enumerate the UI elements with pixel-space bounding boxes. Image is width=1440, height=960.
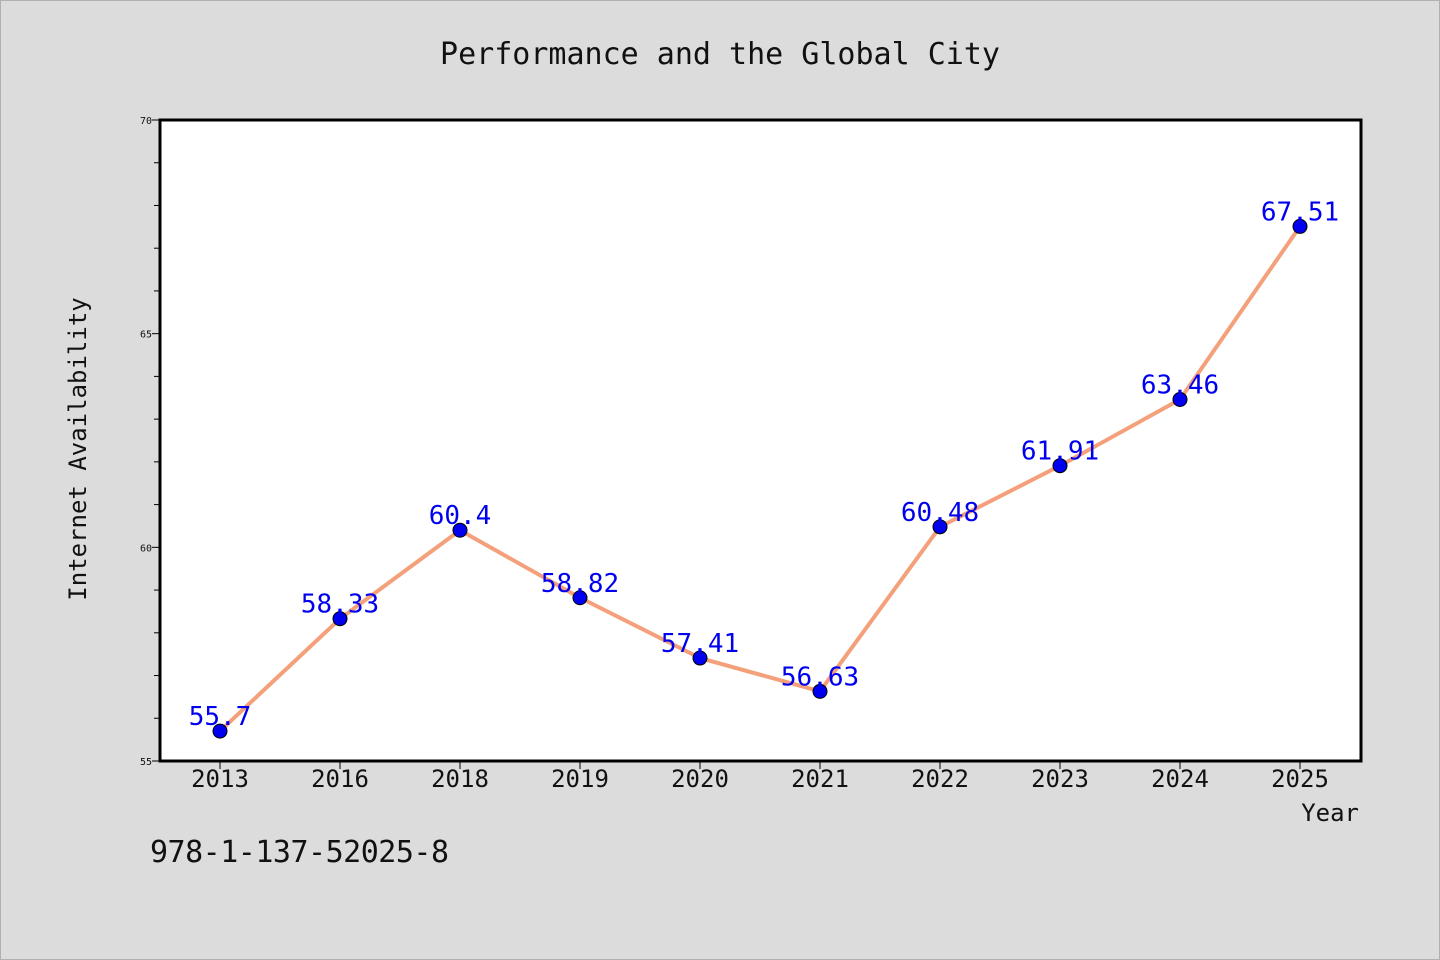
series-line [218,224,1302,734]
data-point [452,522,468,538]
x-tick-label: 2024 [1151,765,1209,793]
data-point [932,519,948,535]
x-tick-label: 2021 [791,765,849,793]
y-tick-label: 55 [140,757,152,768]
data-label: 61.91 [1021,437,1099,467]
data-labels: 55.7 58.33 60.4 58.82 57.41 56.63 60.48 61.91 63… [189,197,1339,732]
x-axis-label: Year [1301,799,1359,827]
y-axis-label: Internet Availability [64,297,92,600]
y-axis-ticks: 55 60 65 70 [140,116,160,768]
x-tick-label: 2025 [1271,765,1329,793]
data-point [1052,458,1068,474]
data-point [572,590,588,606]
x-axis-ticks: 2013 2016 2018 2019 2020 2021 2022 2023 2024 2025 [191,761,1329,793]
data-label: 60.48 [901,498,979,528]
x-tick-label: 2023 [1031,765,1089,793]
y-tick-label: 65 [140,330,152,341]
data-point [212,723,228,739]
chart-title: Performance and the Global City [440,37,1000,72]
data-point [1172,391,1188,407]
series-markers [212,218,1308,739]
data-label: 63.46 [1141,370,1219,400]
data-point [812,683,828,699]
data-label: 58.33 [301,590,379,620]
data-label: 67.51 [1261,197,1339,227]
isbn-code: 978-1-137-52025-8 [150,835,449,870]
y-tick-label: 60 [140,543,152,554]
data-label: 57.41 [661,629,739,659]
x-tick-label: 2022 [911,765,969,793]
x-tick-label: 2013 [191,765,249,793]
x-tick-label: 2018 [431,765,489,793]
data-label: 55.7 [189,702,252,732]
data-point [692,650,708,666]
data-point [1292,218,1308,234]
series-line-group [218,224,1302,734]
y-tick-label: 70 [140,116,152,127]
data-label: 60.4 [429,501,492,531]
x-tick-label: 2019 [551,765,609,793]
x-tick-label: 2020 [671,765,729,793]
plot-area [158,118,1363,763]
data-label: 56.63 [781,662,859,692]
data-point [332,611,348,627]
data-label: 58.82 [541,569,619,599]
x-tick-label: 2016 [311,765,369,793]
